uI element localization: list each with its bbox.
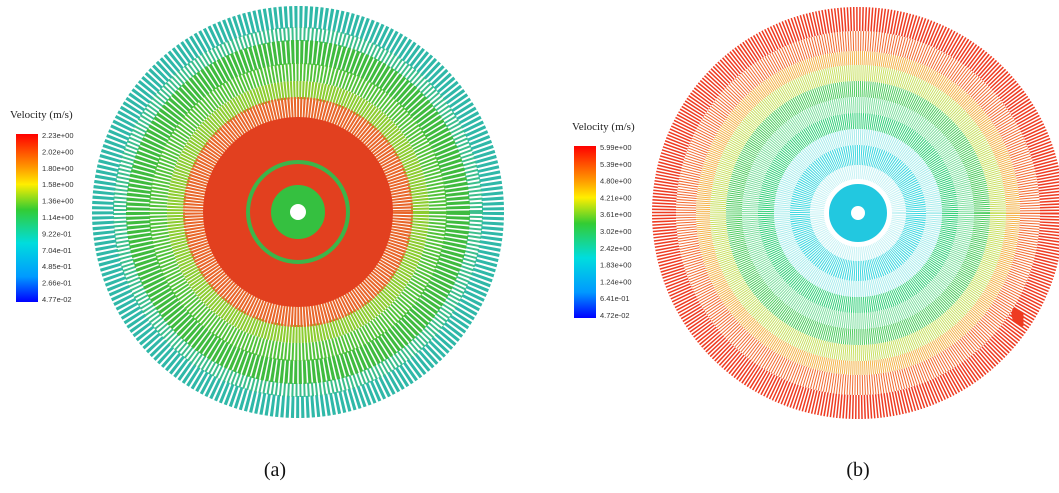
legend-label: 1.58e+00 (42, 180, 74, 189)
vector-ring (855, 210, 862, 217)
caption: (a) (264, 459, 286, 481)
legend-label: 5.99e+00 (600, 143, 632, 152)
legend-label: 5.39e+00 (600, 160, 632, 169)
legend-label: 2.23e+00 (42, 131, 74, 140)
legend-label: 7.04e-01 (42, 246, 72, 255)
panel-a: Velocity (m/s) (a) 2.23e+00 2.02e+00 1.80e… (10, 17, 493, 481)
legend-label: 6.41e-01 (600, 294, 630, 303)
figure: Velocity (m/s) (a) 2.23e+00 2.02e+00 1.80e… (0, 0, 1059, 493)
legend-label: 1.80e+00 (42, 164, 74, 173)
caption: (b) (846, 459, 869, 481)
vector-ring (294, 208, 302, 216)
legend-label: 1.36e+00 (42, 197, 74, 206)
legend-label: 2.66e-01 (42, 279, 72, 288)
colorbar (574, 146, 596, 318)
legend-label: 2.42e+00 (600, 244, 632, 253)
legend-label: 1.83e+00 (600, 261, 632, 270)
legend-label: 4.85e-01 (42, 262, 72, 271)
legend-title: Velocity (m/s) (10, 109, 73, 121)
legend-label: 1.24e+00 (600, 277, 632, 286)
legend-label: 1.14e+00 (42, 213, 74, 222)
legend-label: 9.22e-01 (42, 229, 72, 238)
legend-label: 4.80e+00 (600, 177, 632, 186)
legend-label: 3.61e+00 (600, 210, 632, 219)
legend-label: 4.72e-02 (600, 311, 630, 320)
legend-label: 4.77e-02 (42, 295, 72, 304)
colorbar (16, 134, 38, 302)
legend-title: Velocity (m/s) (572, 121, 635, 133)
legend-label: 3.02e+00 (600, 227, 632, 236)
panel-b: Velocity (m/s) (b) 5.99e+00 5.39e+00 4.80e… (572, 19, 1052, 481)
legend-label: 2.02e+00 (42, 147, 74, 156)
legend-label: 4.21e+00 (600, 193, 632, 202)
